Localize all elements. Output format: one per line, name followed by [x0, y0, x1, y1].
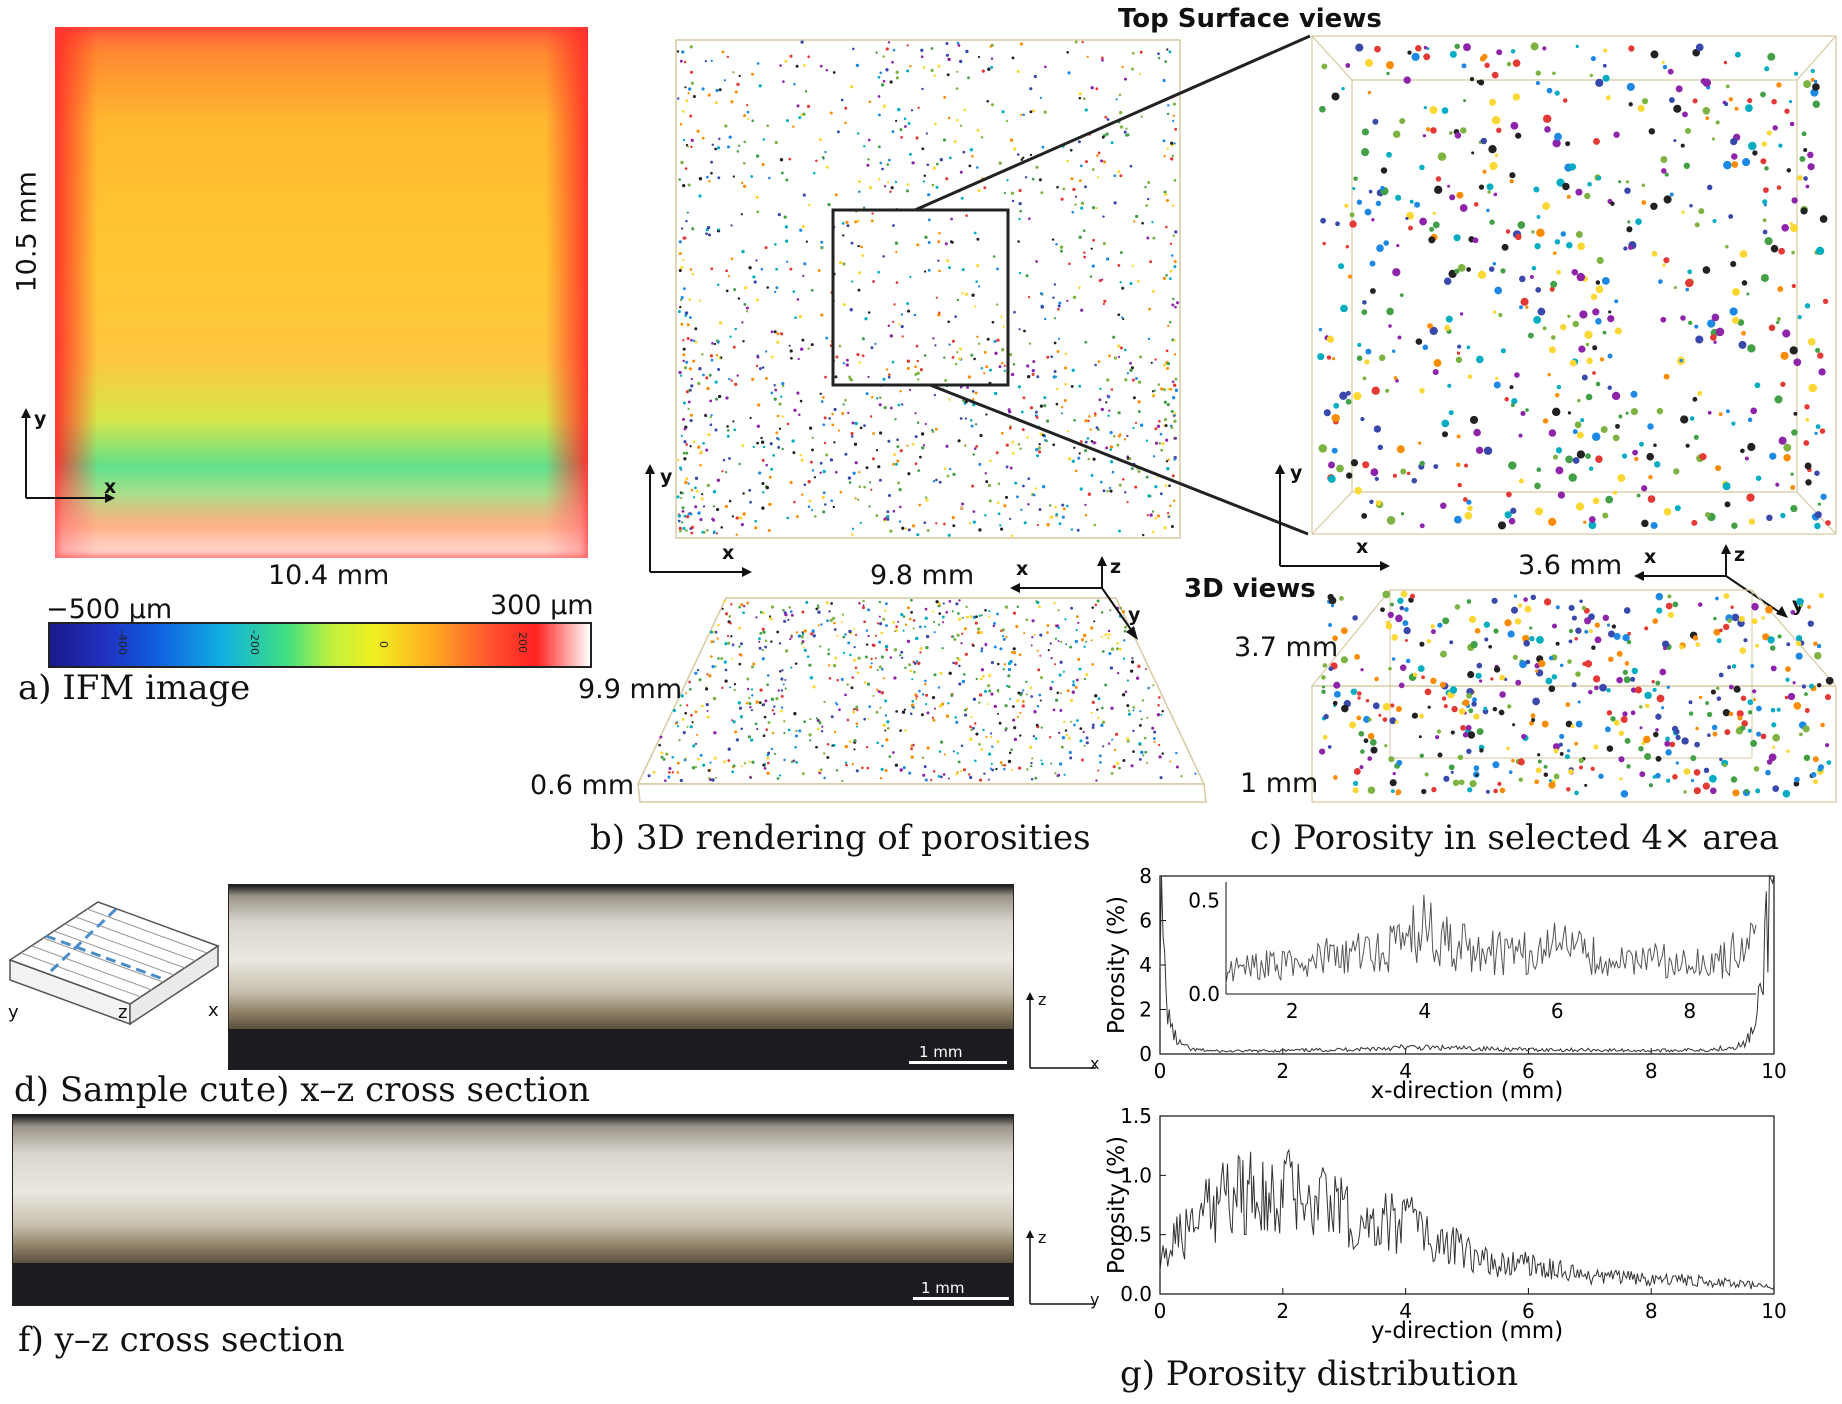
c-depth-label: 3.7 mm [1234, 632, 1339, 663]
porosity-dots-3d [647, 598, 1197, 783]
x-tick-label: 2 [1276, 1299, 1289, 1323]
top-view-axes-c [1275, 464, 1390, 571]
plot-frame [1159, 1115, 1775, 1295]
x-tick-label: 0 [1154, 1299, 1167, 1323]
porosity-top-view-c [1311, 35, 1837, 535]
d-axis-y: y [8, 1002, 19, 1023]
y-tick-label: 1.0 [1120, 1163, 1152, 1187]
b-depth-label: 9.9 mm [578, 674, 683, 705]
b-width-label: 9.8 mm [870, 560, 975, 591]
view3d-axes-c [1634, 544, 1788, 618]
ifm-height-map [55, 27, 588, 558]
c-axis-x: x [1356, 536, 1369, 558]
x-tick-label: 8 [1645, 1059, 1658, 1083]
xz-cross-section-image: 1 mm [228, 884, 1014, 1070]
f-axis-z: z [1038, 1228, 1047, 1247]
porosity-y-chart: 0 2 4 6 8 10 0.0 0.5 1.0 1.5 y-direction (mm) Poros… [1104, 1104, 1787, 1344]
f-scalebar-label: 1 mm [921, 1279, 965, 1297]
y-axis-label: Porosity (%) [1104, 1136, 1130, 1274]
top-view-axes-b [645, 464, 752, 577]
y-axis-label: Porosity (%) [1104, 896, 1130, 1034]
inset-y-tick-label: 0.0 [1188, 982, 1220, 1006]
inset-x-tick-label: 2 [1286, 999, 1299, 1023]
d-axis-x: x [208, 1000, 219, 1021]
b3-axis-x: x [1016, 558, 1029, 580]
x-tick-label: 4 [1399, 1059, 1412, 1083]
scale-max-label: 300 µm [490, 590, 594, 621]
x-tick-label: 2 [1276, 1059, 1289, 1083]
caption-d: d) Sample cut [14, 1070, 254, 1110]
caption-g: g) Porosity distribution [1120, 1354, 1518, 1394]
c3-axis-x: x [1644, 546, 1657, 568]
porosity-top-view-b [675, 39, 1181, 539]
x-tick-label: 10 [1761, 1299, 1786, 1323]
y-tick-label: 8 [1139, 864, 1152, 888]
b3-axis-y: y [1128, 604, 1141, 626]
caption-e: e) x–z cross section [256, 1070, 591, 1110]
e-axes [1026, 992, 1096, 1069]
caption-a: a) IFM image [18, 668, 251, 708]
f-axes [1026, 1230, 1096, 1305]
porosity-dots [676, 40, 1180, 538]
d-axis-z: z [118, 1002, 128, 1023]
series-line [1159, 1148, 1775, 1290]
caption-b: b) 3D rendering of porosities [590, 818, 1091, 858]
x-tick-label: 0 [1154, 1059, 1167, 1083]
f-axis-y: y [1090, 1290, 1100, 1309]
ifm-axis-x: x [104, 476, 117, 498]
e-scalebar-label: 1 mm [919, 1043, 963, 1061]
y-tick-label: 0.0 [1120, 1282, 1152, 1306]
c-width-label: 3.6 mm [1518, 550, 1623, 581]
caption-f: f) y–z cross section [18, 1320, 345, 1360]
porosity-x-chart: 0 2 4 6 8 10 0 2 4 6 8 x-direction (mm) Porosity (%)… [1104, 864, 1787, 1104]
inset-x-tick-label: 4 [1418, 999, 1431, 1023]
b-axis-y: y [660, 466, 673, 488]
porosity-3d-view-c [1310, 589, 1838, 803]
b3-axis-z: z [1110, 556, 1122, 578]
yz-cross-section-image: 1 mm [12, 1114, 1014, 1306]
e-axis-z: z [1038, 990, 1047, 1009]
x-tick-label: 4 [1399, 1299, 1412, 1323]
inset-y-tick-label: 0.5 [1188, 889, 1220, 913]
porosity-3d-view-b [636, 597, 1207, 803]
y-tick-label: 2 [1139, 998, 1152, 1022]
b-height-label: 0.6 mm [530, 770, 635, 801]
x-tick-label: 10 [1761, 1059, 1786, 1083]
views-3d-label: 3D views [1184, 574, 1316, 604]
scale-min-label: −500 µm [46, 594, 173, 625]
y-tick-label: 1.5 [1120, 1104, 1152, 1128]
b-axis-x: x [722, 542, 735, 564]
view3d-axes-b [1010, 556, 1138, 640]
c-height-label: 1 mm [1240, 768, 1319, 799]
x-tick-label: 6 [1522, 1059, 1535, 1083]
y-tick-label: 6 [1139, 909, 1152, 933]
inset-x-tick-label: 6 [1551, 999, 1564, 1023]
c3-axis-z: z [1734, 544, 1746, 566]
porosity-dots-large [1317, 42, 1831, 530]
title-top-surface: Top Surface views [1118, 4, 1382, 34]
ifm-axis-y: y [34, 408, 47, 430]
ifm-axes [21, 408, 115, 503]
sample-cut-diagram [8, 901, 220, 1026]
inset-x-tick-label: 8 [1683, 999, 1696, 1023]
y-tick-label: 4 [1139, 953, 1152, 977]
x-tick-label: 8 [1645, 1299, 1658, 1323]
selected-area-box [831, 208, 1010, 387]
y-tick-label: 0.5 [1120, 1223, 1152, 1247]
color-scale-bar: -400 -200 0 200 [48, 622, 592, 668]
e-axis-x: x [1090, 1054, 1100, 1073]
c-axis-y: y [1290, 462, 1303, 484]
inset-series-line [1225, 894, 1757, 984]
caption-c: c) Porosity in selected 4× area [1250, 818, 1780, 858]
porosity-dots-3d-large [1319, 590, 1834, 798]
x-axis-label: y-direction (mm) [1371, 1318, 1563, 1344]
x-tick-label: 6 [1522, 1299, 1535, 1323]
ifm-width-label: 10.4 mm [268, 560, 390, 591]
x-axis-label: x-direction (mm) [1371, 1078, 1564, 1104]
y-tick-label: 0 [1139, 1042, 1152, 1066]
series-line [1159, 874, 1775, 1054]
